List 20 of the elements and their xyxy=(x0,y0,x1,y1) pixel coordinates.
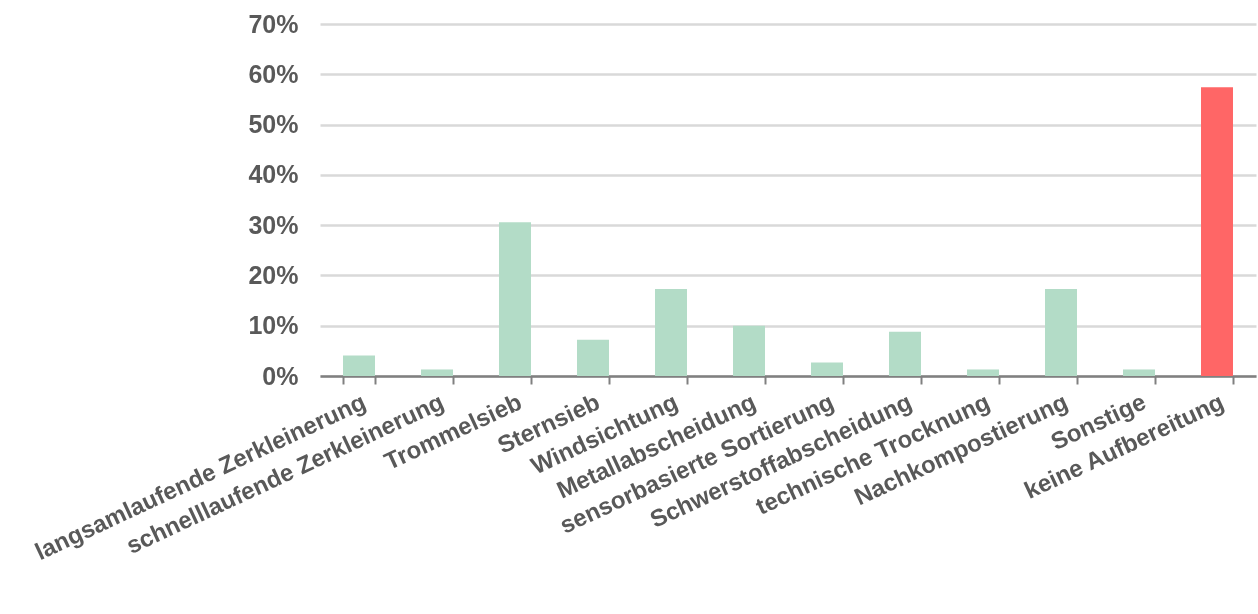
bar xyxy=(889,331,921,376)
bar xyxy=(1123,369,1155,376)
y-tick-label: 50% xyxy=(248,110,299,139)
bar xyxy=(655,289,687,376)
y-tick-label: 10% xyxy=(248,311,299,340)
bar xyxy=(343,355,375,376)
y-tick-label: 20% xyxy=(248,260,299,289)
y-tick-label: 40% xyxy=(248,160,299,189)
bar xyxy=(421,369,453,376)
bar xyxy=(499,222,531,376)
bar xyxy=(1201,87,1233,376)
bar xyxy=(967,369,999,376)
bar xyxy=(733,325,765,376)
bar xyxy=(577,339,609,376)
y-tick-label: 30% xyxy=(248,210,299,239)
bar xyxy=(1045,289,1077,376)
y-tick-label: 60% xyxy=(248,59,299,88)
y-tick-label: 0% xyxy=(262,361,299,390)
y-tick-label: 70% xyxy=(248,9,299,38)
bar xyxy=(811,362,843,376)
